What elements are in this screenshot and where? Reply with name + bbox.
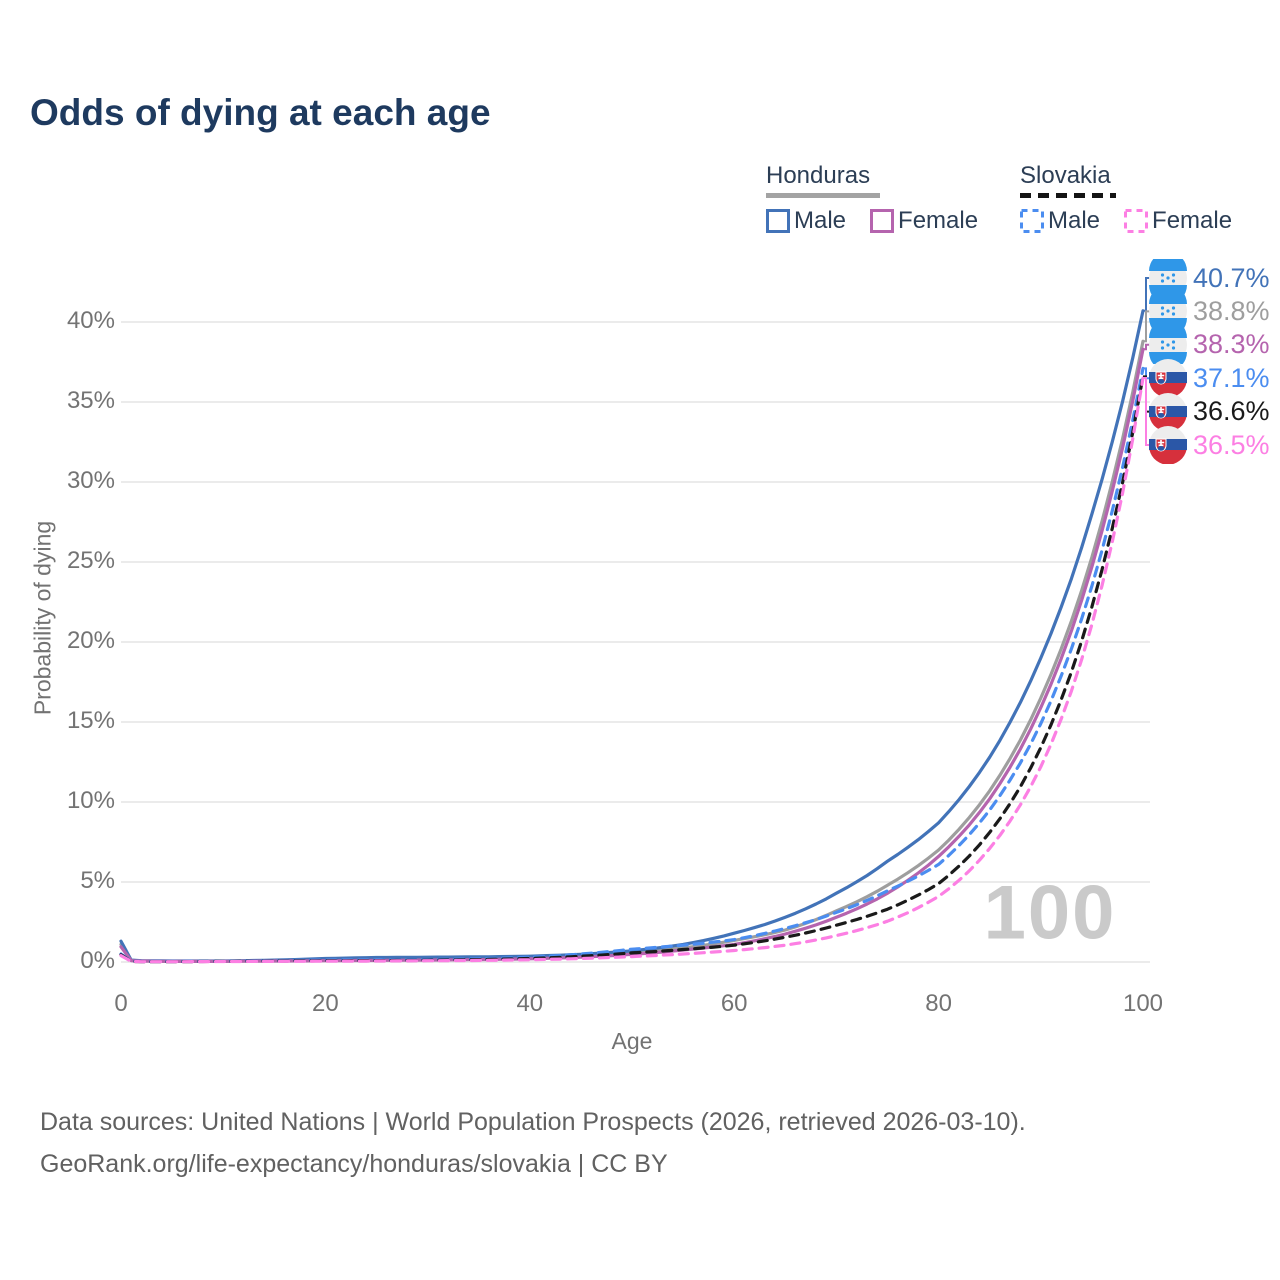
legend-group-slovakia: Slovakia Male Female bbox=[1020, 162, 1232, 235]
legend-honduras-line-sample bbox=[766, 193, 880, 198]
legend-item-honduras-male[interactable]: Male bbox=[766, 207, 846, 235]
end-label-connector-honduras-male bbox=[1143, 277, 1150, 312]
legend: Honduras Male Female Slovakia bbox=[766, 162, 1256, 238]
footer-data-sources: Data sources: United Nations | World Pop… bbox=[40, 1108, 1026, 1136]
legend-item-honduras-female[interactable]: Female bbox=[870, 207, 978, 235]
honduras-male-swatch-icon bbox=[766, 209, 790, 233]
legend-item-label: Male bbox=[1048, 207, 1101, 234]
honduras-female-swatch-icon bbox=[870, 209, 895, 233]
series-line-slovakia-female[interactable] bbox=[119, 376, 1145, 964]
series-line-honduras-male[interactable] bbox=[119, 309, 1145, 963]
legend-item-slovakia-female[interactable]: Female bbox=[1124, 207, 1232, 235]
series-line-slovakia-total[interactable] bbox=[119, 374, 1145, 964]
end-label-connector-slovakia-male bbox=[1143, 367, 1150, 380]
page-title: Odds of dying at each age bbox=[30, 92, 491, 133]
series-line-honduras-total[interactable] bbox=[119, 339, 1145, 963]
slovakia-female-swatch-icon bbox=[1124, 209, 1149, 233]
end-label-connector-slovakia-female bbox=[1143, 377, 1150, 446]
legend-group-honduras: Honduras Male Female bbox=[766, 162, 978, 235]
legend-group-slovakia-label: Slovakia bbox=[1020, 162, 1111, 189]
x-axis-title: Age bbox=[611, 1028, 653, 1054]
legend-item-label: Female bbox=[1152, 207, 1233, 234]
end-label-connector-honduras-total bbox=[1143, 310, 1150, 343]
legend-item-label: Male bbox=[794, 207, 847, 234]
y-axis-title: Probability of dying bbox=[29, 520, 56, 716]
chart-watermark-age-100: 100 bbox=[983, 870, 1117, 956]
end-label-connector-honduras-female bbox=[1143, 343, 1150, 351]
footer-attribution-link[interactable]: GeoRank.org/life-expectancy/honduras/slo… bbox=[40, 1150, 668, 1178]
legend-item-label: Female bbox=[898, 207, 979, 234]
legend-group-honduras-label: Honduras bbox=[766, 162, 871, 189]
legend-item-slovakia-male[interactable]: Male bbox=[1020, 207, 1100, 235]
legend-slovakia-line-sample bbox=[1020, 193, 1116, 198]
series-line-slovakia-male[interactable] bbox=[119, 366, 1145, 964]
slovakia-male-swatch-icon bbox=[1020, 209, 1044, 233]
